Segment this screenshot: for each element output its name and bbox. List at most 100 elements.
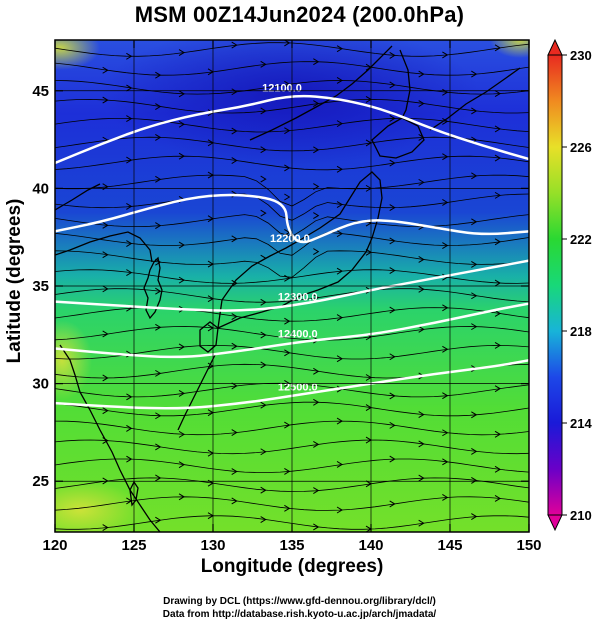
streamline-arrow bbox=[471, 513, 478, 520]
streamline-arrow bbox=[231, 497, 238, 505]
streamline-arrow bbox=[313, 146, 320, 154]
streamline-arrow bbox=[102, 330, 109, 338]
streamline-arrow bbox=[442, 458, 449, 466]
streamline-arrow bbox=[418, 100, 425, 107]
streamline-arrow bbox=[155, 175, 162, 183]
streamline-arrow bbox=[418, 519, 425, 527]
streamline-arrow bbox=[471, 70, 478, 78]
streamline-arrow bbox=[155, 412, 162, 420]
streamline-arrow bbox=[260, 516, 267, 523]
streamline-arrow bbox=[178, 276, 186, 284]
streamline-arrow bbox=[231, 235, 238, 243]
streamline-arrow bbox=[389, 204, 396, 212]
coast-russia bbox=[249, 45, 393, 141]
x-tick-label: 120 bbox=[42, 537, 67, 554]
streamline-arrow bbox=[260, 298, 267, 306]
page-title: MSM 00Z14Jun2024 (200.0hPa) bbox=[134, 2, 465, 27]
streamline-arrow bbox=[284, 317, 291, 325]
streamline-arrow bbox=[155, 516, 162, 524]
streamline-arrow bbox=[126, 84, 133, 92]
streamline-arrow bbox=[126, 240, 133, 247]
streamline-arrow bbox=[284, 504, 291, 512]
streamline-arrow bbox=[231, 41, 238, 49]
plot-area: 12100.0 12200.0 12300.0 12400.0 12500.0 bbox=[55, 40, 529, 532]
contour-line bbox=[55, 259, 529, 312]
streamline-arrow bbox=[389, 51, 396, 59]
streamline-arrow bbox=[313, 58, 320, 66]
streamline-arrow bbox=[102, 524, 109, 531]
streamline-arrow bbox=[126, 269, 133, 277]
streamline-arrow bbox=[471, 107, 478, 115]
colorbar-tick-label: 222 bbox=[570, 232, 592, 247]
streamline-arrow bbox=[102, 374, 109, 382]
streamline-arrow bbox=[155, 222, 162, 230]
streamline-arrow bbox=[313, 523, 320, 531]
streamline-arrow bbox=[471, 260, 478, 268]
x-tick-label: 140 bbox=[358, 537, 383, 554]
streamline-arrow bbox=[126, 52, 133, 60]
streamline-arrow bbox=[260, 401, 267, 409]
warm-patch-northwest bbox=[55, 40, 100, 70]
streamline-arrow bbox=[336, 165, 344, 173]
streamline-arrow bbox=[284, 274, 291, 282]
streamline-arrow bbox=[178, 241, 186, 249]
streamline-arrow bbox=[231, 279, 238, 287]
coast-kuril bbox=[429, 67, 521, 131]
streamline-arrow bbox=[126, 455, 133, 463]
streamline-arrow bbox=[336, 230, 344, 238]
warm-patch-northeast bbox=[490, 40, 529, 58]
streamline-arrow bbox=[442, 199, 449, 206]
streamline-arrow bbox=[389, 455, 396, 463]
streamline-arrow bbox=[471, 172, 478, 180]
streamline-arrow bbox=[284, 80, 291, 88]
colorbar-bottom-arrow bbox=[547, 514, 563, 532]
streamline-arrow bbox=[442, 51, 449, 59]
streamline-arrow bbox=[442, 345, 449, 353]
streamline-arrow bbox=[389, 306, 396, 314]
streamline-arrow bbox=[336, 461, 344, 468]
colorbar-tick-label: 218 bbox=[570, 324, 592, 339]
streamline-arrow bbox=[389, 421, 396, 429]
y-tick-label: 40 bbox=[32, 180, 49, 197]
streamline-arrow bbox=[260, 486, 267, 494]
credit-drawing: Drawing by DCL (https://www.gfd-dennou.o… bbox=[163, 596, 436, 607]
x-axis-label: Longitude (degrees) bbox=[200, 556, 384, 577]
streamline-arrow bbox=[178, 343, 186, 351]
streamline-arrow bbox=[155, 443, 162, 451]
streamline-arrow bbox=[178, 49, 186, 57]
streamline-arrow bbox=[336, 201, 344, 208]
colorbar-tick-label: 214 bbox=[570, 416, 592, 431]
streamline-arrow bbox=[102, 251, 109, 259]
streamline-arrow bbox=[231, 88, 238, 96]
streamline-arrow bbox=[284, 193, 291, 201]
streamline-arrow bbox=[284, 467, 291, 475]
coast-japan-kyushu bbox=[199, 321, 219, 353]
streamline-arrow bbox=[418, 285, 425, 293]
streamline-arrow bbox=[155, 287, 162, 295]
streamline-arrow bbox=[418, 178, 425, 186]
streamline-arrow bbox=[155, 474, 162, 482]
y-tick-label: 45 bbox=[32, 83, 49, 100]
streamline-arrow bbox=[126, 393, 133, 401]
streamline-arrow bbox=[231, 313, 238, 320]
streamline-arrow bbox=[313, 212, 320, 220]
streamline-arrow bbox=[155, 323, 162, 331]
streamline-arrow bbox=[260, 209, 267, 217]
streamline-arrow bbox=[471, 323, 478, 331]
colorbar-ticks: 210 214 218 222 226 230 bbox=[562, 48, 592, 523]
coast-china-east bbox=[59, 344, 161, 532]
y-tick-label: 30 bbox=[32, 376, 49, 393]
y-axis-label: Latitude (degrees) bbox=[4, 198, 25, 364]
y-tick-label: 25 bbox=[32, 473, 49, 490]
streamline-arrow bbox=[442, 88, 449, 96]
streamline-arrow bbox=[231, 127, 238, 135]
gridlines bbox=[55, 40, 529, 532]
streamline-arrow bbox=[494, 385, 502, 393]
streamline-arrow bbox=[442, 304, 449, 312]
streamline-arrow bbox=[313, 294, 320, 302]
streamline-arrow bbox=[284, 349, 291, 357]
streamline-arrow bbox=[494, 90, 502, 97]
x-tick-label: 125 bbox=[121, 537, 146, 554]
streamline-arrow bbox=[389, 500, 396, 508]
